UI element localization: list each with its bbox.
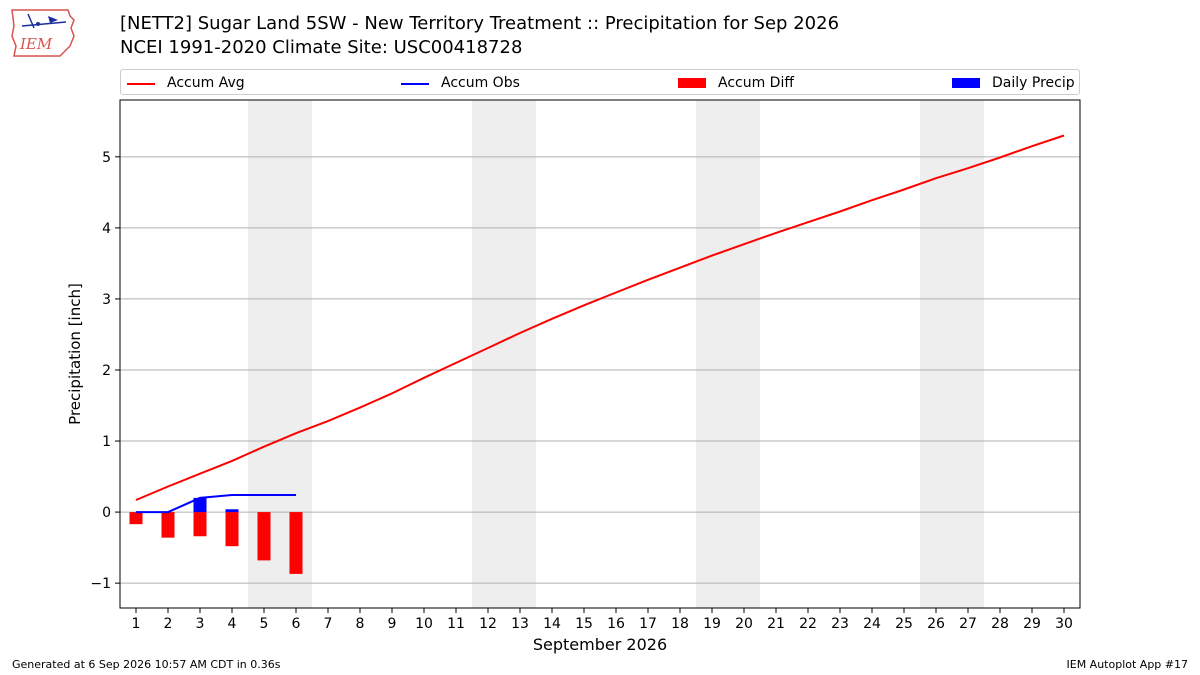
x-tick-label: 18 [671, 616, 689, 632]
y-tick-label: 5 [102, 150, 111, 166]
weekend-shade [952, 100, 984, 608]
x-tick-label: 21 [767, 616, 785, 632]
x-tick-label: 15 [575, 616, 593, 632]
x-tick-label: 6 [292, 616, 301, 632]
x-tick-label: 29 [1023, 616, 1041, 632]
footer-app-text: IEM Autoplot App #17 [1066, 658, 1189, 671]
x-axis-label: September 2026 [533, 635, 667, 654]
x-tick-label: 17 [639, 616, 657, 632]
x-tick-label: 25 [895, 616, 913, 632]
iem-logo-icon: IEM [11, 9, 75, 57]
x-tick-label: 20 [735, 616, 753, 632]
x-tick-label: 10 [415, 616, 433, 632]
accum-diff-bar [289, 512, 303, 574]
weekend-shade [920, 100, 952, 608]
x-tick-label: 14 [543, 616, 561, 632]
x-tick-label: 27 [959, 616, 977, 632]
chart-title: [NETT2] Sugar Land 5SW - New Territory T… [120, 13, 840, 34]
accum-diff-bar [129, 512, 143, 525]
accum-avg-line [135, 134, 1065, 501]
x-tick-label: 16 [607, 616, 625, 632]
daily-precip-bar [193, 497, 207, 513]
accum-diff-bar [257, 512, 271, 561]
y-tick-label: 0 [102, 505, 111, 521]
x-tick-label: 3 [196, 616, 205, 632]
y-tick-label: −1 [90, 576, 111, 592]
legend-label-accum-avg: Accum Avg [167, 75, 245, 91]
x-tick-label: 8 [356, 616, 365, 632]
logo-text: IEM [19, 35, 53, 53]
legend-label-accum-obs: Accum Obs [441, 75, 520, 91]
x-tick-label: 26 [927, 616, 945, 632]
legend-swatch-daily-precip [952, 78, 980, 88]
legend-swatch-accum-avg [127, 83, 155, 85]
y-tick-label: 4 [102, 221, 111, 237]
iem-logo: IEM [8, 6, 80, 58]
x-tick-label: 5 [260, 616, 269, 632]
x-tick-label: 23 [831, 616, 849, 632]
x-tick-label: 22 [799, 616, 817, 632]
x-tick-label: 19 [703, 616, 721, 632]
weekend-shade [696, 100, 728, 608]
footer-generated-text: Generated at 6 Sep 2026 10:57 AM CDT in … [12, 658, 281, 671]
daily-precip-bar [225, 509, 239, 513]
chart-legend: Accum Avg Accum Obs Accum Diff Daily Pre… [120, 69, 1080, 95]
weekend-shade [728, 100, 760, 608]
y-tick-label: 2 [102, 363, 111, 379]
x-tick-label: 30 [1055, 616, 1073, 632]
y-axis-label: Precipitation [inch] [66, 283, 84, 425]
x-tick-label: 2 [164, 616, 173, 632]
legend-swatch-accum-obs [401, 83, 429, 85]
y-tick-label: 3 [102, 292, 111, 308]
x-tick-label: 28 [991, 616, 1009, 632]
plot-frame [119, 99, 1081, 609]
legend-swatch-accum-diff [678, 78, 706, 88]
accum-diff-bar [193, 512, 207, 537]
x-tick-label: 9 [388, 616, 397, 632]
weekend-shade [504, 100, 536, 608]
x-tick-label: 1 [132, 616, 141, 632]
x-tick-label: 12 [479, 616, 497, 632]
x-tick-label: 7 [324, 616, 333, 632]
x-tick-label: 13 [511, 616, 529, 632]
x-tick-label: 11 [447, 616, 465, 632]
legend-item-accum-obs: Accum Obs [401, 74, 541, 92]
chart-subtitle: NCEI 1991-2020 Climate Site: USC00418728 [120, 37, 523, 58]
legend-item-accum-diff: Accum Diff [678, 74, 818, 92]
legend-label-daily-precip: Daily Precip [992, 75, 1075, 91]
accum-diff-bar [161, 512, 175, 538]
accum-diff-bar [225, 512, 239, 547]
y-tick-label: 1 [102, 434, 111, 450]
x-tick-label: 24 [863, 616, 881, 632]
x-tick-label: 4 [228, 616, 237, 632]
legend-item-daily-precip: Daily Precip [952, 74, 1082, 92]
legend-item-accum-avg: Accum Avg [127, 74, 267, 92]
accum-obs-line [136, 494, 296, 514]
legend-label-accum-diff: Accum Diff [718, 75, 795, 91]
